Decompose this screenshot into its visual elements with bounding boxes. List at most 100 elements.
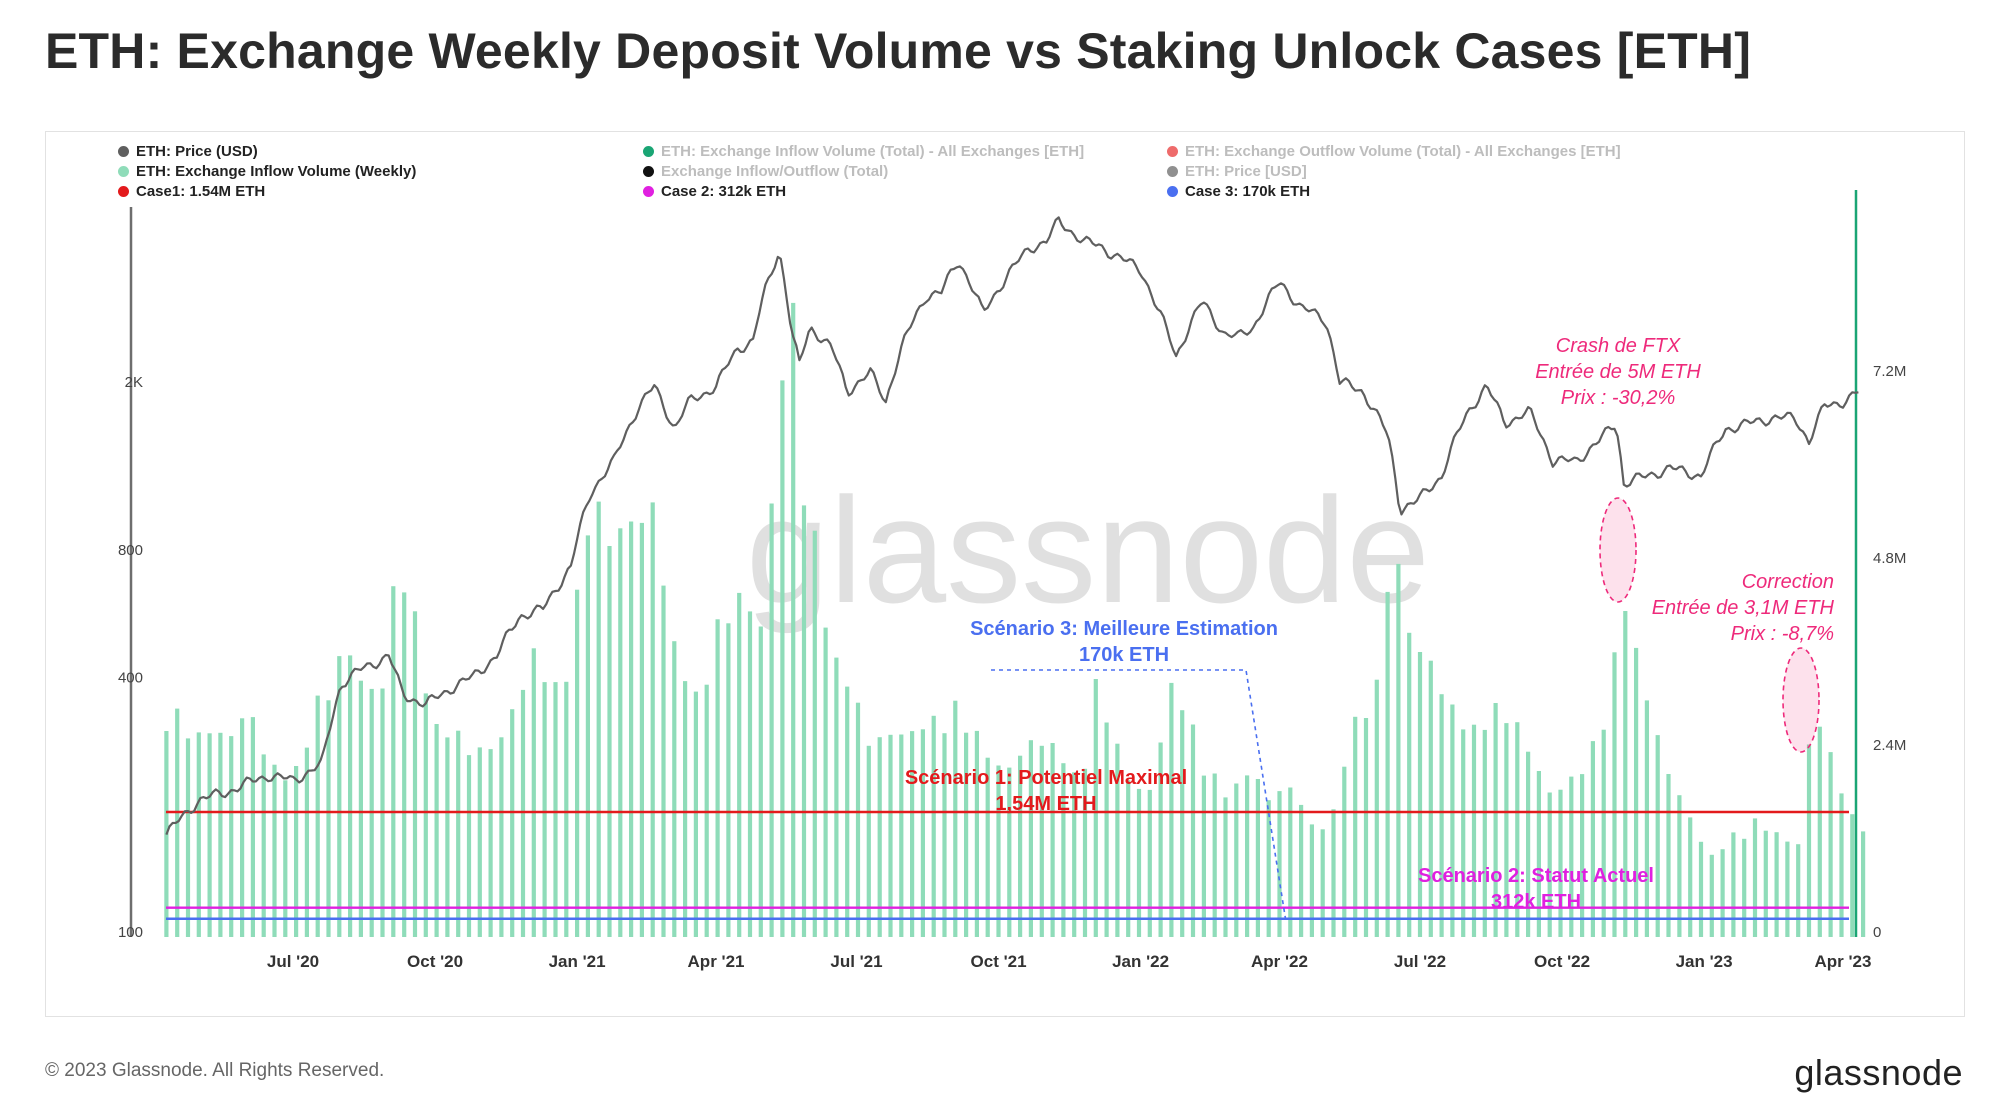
legend-item[interactable]: ETH: Exchange Inflow Volume (Weekly): [118, 163, 416, 180]
inflow-bar: [866, 745, 871, 937]
inflow-bar: [596, 501, 601, 937]
inflow-bar: [769, 503, 774, 937]
ftx-annotation: Crash de FTX Entrée de 5M ETH Prix : -30,2…: [1535, 335, 1701, 409]
inflow-bar: [910, 731, 915, 937]
inflow-bar: [726, 623, 731, 937]
inflow-bar: [1731, 832, 1736, 937]
inflow-bar: [650, 502, 655, 937]
inflow-bar: [1201, 775, 1206, 937]
inflow-bar: [1396, 563, 1401, 937]
correction-highlight: [1782, 647, 1820, 753]
inflow-bar: [337, 656, 342, 937]
inflow-bar: [877, 737, 882, 937]
inflow-bar: [715, 619, 720, 937]
inflow-bar: [1774, 832, 1779, 937]
scenario2-value: 312k ETH: [1491, 891, 1581, 913]
watermark-text: glassnode: [746, 466, 1430, 634]
inflow-bar: [899, 734, 904, 937]
inflow-bar: [1493, 703, 1498, 937]
ftx-highlight: [1599, 497, 1637, 603]
inflow-bar: [1558, 789, 1563, 937]
legend-item[interactable]: Exchange Inflow/Outflow (Total): [643, 163, 888, 180]
x-tick: Apr '22: [1251, 952, 1308, 971]
inflow-bar: [758, 626, 763, 937]
x-tick: Jan '22: [1112, 952, 1169, 971]
legend-item[interactable]: Case1: 1.54M ETH: [118, 183, 265, 200]
inflow-bar: [229, 736, 234, 937]
legend-swatch: [1167, 146, 1178, 157]
inflow-bar: [1471, 724, 1477, 937]
x-tick: Oct '21: [971, 952, 1027, 971]
correction-annotation-line: Entrée de 3,1M ETH: [1652, 597, 1835, 619]
inflow-bar: [801, 505, 807, 937]
inflow-bar: [1331, 809, 1336, 937]
inflow-bar: [1255, 779, 1260, 937]
inflow-bar: [823, 627, 828, 937]
ftx-annotation-line: Entrée de 5M ETH: [1535, 361, 1701, 383]
scenario1-title: Scénario 1: Potentiel Maximal: [905, 767, 1187, 789]
legend-item[interactable]: ETH: Exchange Inflow Volume (Total) - Al…: [643, 143, 1084, 160]
inflow-bar: [1126, 780, 1131, 937]
x-tick: Jan '23: [1676, 952, 1733, 971]
inflow-bar: [1688, 817, 1693, 937]
inflow-bar: [1234, 783, 1239, 937]
inflow-bar: [304, 747, 309, 937]
inflow-bar: [1536, 771, 1541, 937]
inflow-bar: [1050, 743, 1055, 937]
inflow-bar: [1407, 632, 1412, 937]
legend-label: Exchange Inflow/Outflow (Total): [661, 163, 889, 180]
inflow-bar: [488, 749, 493, 937]
inflow-bar: [1147, 789, 1152, 937]
legend-item[interactable]: ETH: Price [USD]: [1167, 163, 1307, 180]
x-tick: Jul '22: [1394, 952, 1446, 971]
legend-item[interactable]: ETH: Price (USD): [118, 143, 258, 160]
inflow-bar: [1072, 772, 1077, 937]
y-left-tick: 800: [118, 542, 143, 559]
inflow-bar: [1180, 710, 1185, 937]
legend-item[interactable]: ETH: Exchange Outflow Volume (Total) - A…: [1167, 143, 1621, 160]
scenario3-label: Scénario 3: Meilleure Estimation 170k ETH: [970, 618, 1278, 666]
chart-panel: glassnode 100 400 800 2K 0 2.4M 4.8M 7.2M Jul '20…: [45, 131, 1965, 1017]
inflow-bar: [1612, 652, 1617, 937]
inflow-bar: [780, 380, 785, 937]
legend-item[interactable]: Case 2: 312k ETH: [643, 183, 786, 200]
scenario3-value: 170k ETH: [1079, 644, 1169, 666]
inflow-bar: [1353, 716, 1358, 937]
footer-copyright: © 2023 Glassnode. All Rights Reserved.: [45, 1060, 385, 1081]
inflow-bar: [272, 764, 277, 937]
x-tick: Apr '21: [688, 952, 745, 971]
inflow-bar: [1806, 744, 1812, 937]
inflow-bar: [888, 734, 893, 937]
inflow-bar: [1580, 774, 1585, 937]
y-right-tick: 4.8M: [1873, 550, 1906, 567]
inflow-bar: [1526, 751, 1531, 937]
x-tick: Jan '21: [549, 952, 606, 971]
inflow-bar: [1634, 647, 1639, 937]
legend-swatch: [1167, 166, 1178, 177]
legend-item[interactable]: Case 3: 170k ETH: [1167, 183, 1310, 200]
ftx-annotation-line: Crash de FTX: [1556, 335, 1681, 357]
inflow-bar: [931, 715, 936, 937]
inflow-bar: [1698, 841, 1704, 937]
inflow-bar: [283, 780, 288, 937]
inflow-bar: [1439, 694, 1444, 937]
x-tick: Jul '21: [830, 952, 882, 971]
scenario1-label: Scénario 1: Potentiel Maximal 1,54M ETH: [905, 767, 1187, 815]
legend-swatch: [643, 146, 654, 157]
legend-label: Case 3: 170k ETH: [1185, 183, 1311, 200]
inflow-bar: [1644, 700, 1649, 937]
inflow-bar: [1093, 679, 1098, 937]
inflow-bar: [1590, 741, 1595, 937]
inflow-bar: [1028, 740, 1033, 937]
inflow-bar: [207, 733, 212, 937]
inflow-bar: [791, 302, 796, 937]
inflow-bar: [1115, 743, 1120, 937]
inflow-bar: [1299, 804, 1304, 937]
inflow-bar: [1742, 838, 1747, 937]
inflow-bar: [185, 738, 191, 937]
legend-swatch: [643, 166, 654, 177]
x-tick: Oct '20: [407, 952, 463, 971]
inflow-bar: [445, 737, 450, 937]
inflow-bar: [510, 709, 515, 937]
inflow-bar: [672, 641, 677, 937]
